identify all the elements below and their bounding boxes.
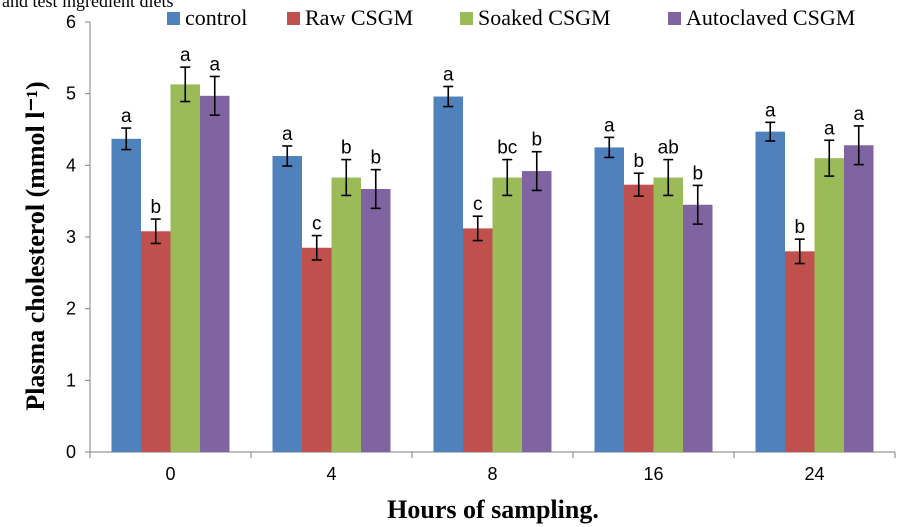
bar	[653, 177, 683, 452]
significance-letter: b	[150, 197, 161, 218]
x-axis-title: Hours of sampling.	[387, 495, 599, 524]
bar	[844, 145, 874, 452]
x-tick-label: 24	[804, 464, 824, 484]
bar	[433, 96, 463, 453]
bar	[272, 156, 302, 452]
significance-letter: a	[604, 115, 615, 136]
bar	[624, 184, 654, 452]
y-tick-label: 0	[66, 442, 76, 462]
significance-letter: b	[692, 163, 703, 184]
bar	[361, 188, 391, 452]
y-axis-title: Plasma cholesterol (mmol l⁻¹)	[21, 81, 50, 410]
significance-letter: b	[370, 148, 381, 169]
significance-letter: b	[531, 130, 542, 151]
y-tick-label: 6	[66, 12, 76, 32]
bar	[785, 251, 815, 452]
significance-letter: a	[209, 54, 220, 75]
bar	[141, 231, 171, 452]
significance-letter: b	[794, 217, 805, 238]
significance-letter: a	[121, 106, 132, 127]
bar	[683, 204, 713, 452]
significance-letter: a	[443, 65, 454, 86]
legend-swatch	[167, 12, 180, 25]
y-tick-label: 2	[66, 299, 76, 319]
legend-label: Autoclaved CSGM	[686, 5, 855, 30]
bar	[522, 171, 552, 453]
y-tick-label: 5	[66, 84, 76, 104]
bar	[594, 147, 624, 452]
bar	[111, 138, 141, 453]
x-tick-label: 16	[643, 464, 663, 484]
significance-letter: a	[824, 118, 835, 139]
significance-letter: b	[341, 138, 352, 159]
significance-letter: a	[853, 104, 864, 125]
x-tick-label: 4	[326, 464, 336, 484]
bar	[755, 131, 785, 452]
significance-letter: a	[765, 100, 776, 121]
legend-label: control	[185, 5, 247, 30]
caption-fragment: and test ingredient diets	[2, 0, 174, 11]
bar	[463, 228, 493, 452]
legend-swatch	[287, 12, 300, 25]
bar	[302, 247, 332, 452]
significance-letter: a	[282, 124, 293, 145]
significance-letter: bc	[497, 138, 517, 159]
y-tick-label: 1	[66, 370, 76, 390]
significance-letter: b	[633, 151, 644, 172]
bar	[200, 95, 230, 453]
legend-label: Raw CSGM	[305, 5, 413, 30]
legend: control Raw CSGM Soaked CSGM Autoclaved CSG…	[167, 5, 855, 30]
legend-swatch	[460, 12, 473, 25]
bar	[492, 177, 522, 452]
significance-letter: c	[312, 214, 322, 235]
significance-letter: ab	[658, 138, 679, 159]
legend-swatch	[668, 12, 681, 25]
x-tick-label: 0	[165, 464, 175, 484]
significance-letter: c	[473, 194, 483, 215]
legend-label: Soaked CSGM	[478, 5, 611, 30]
significance-letter: a	[180, 45, 191, 66]
bar	[814, 158, 844, 452]
bar	[331, 177, 361, 452]
y-tick-label: 3	[66, 227, 76, 247]
bar	[170, 84, 200, 452]
y-tick-label: 4	[66, 155, 76, 175]
x-tick-label: 8	[487, 464, 497, 484]
